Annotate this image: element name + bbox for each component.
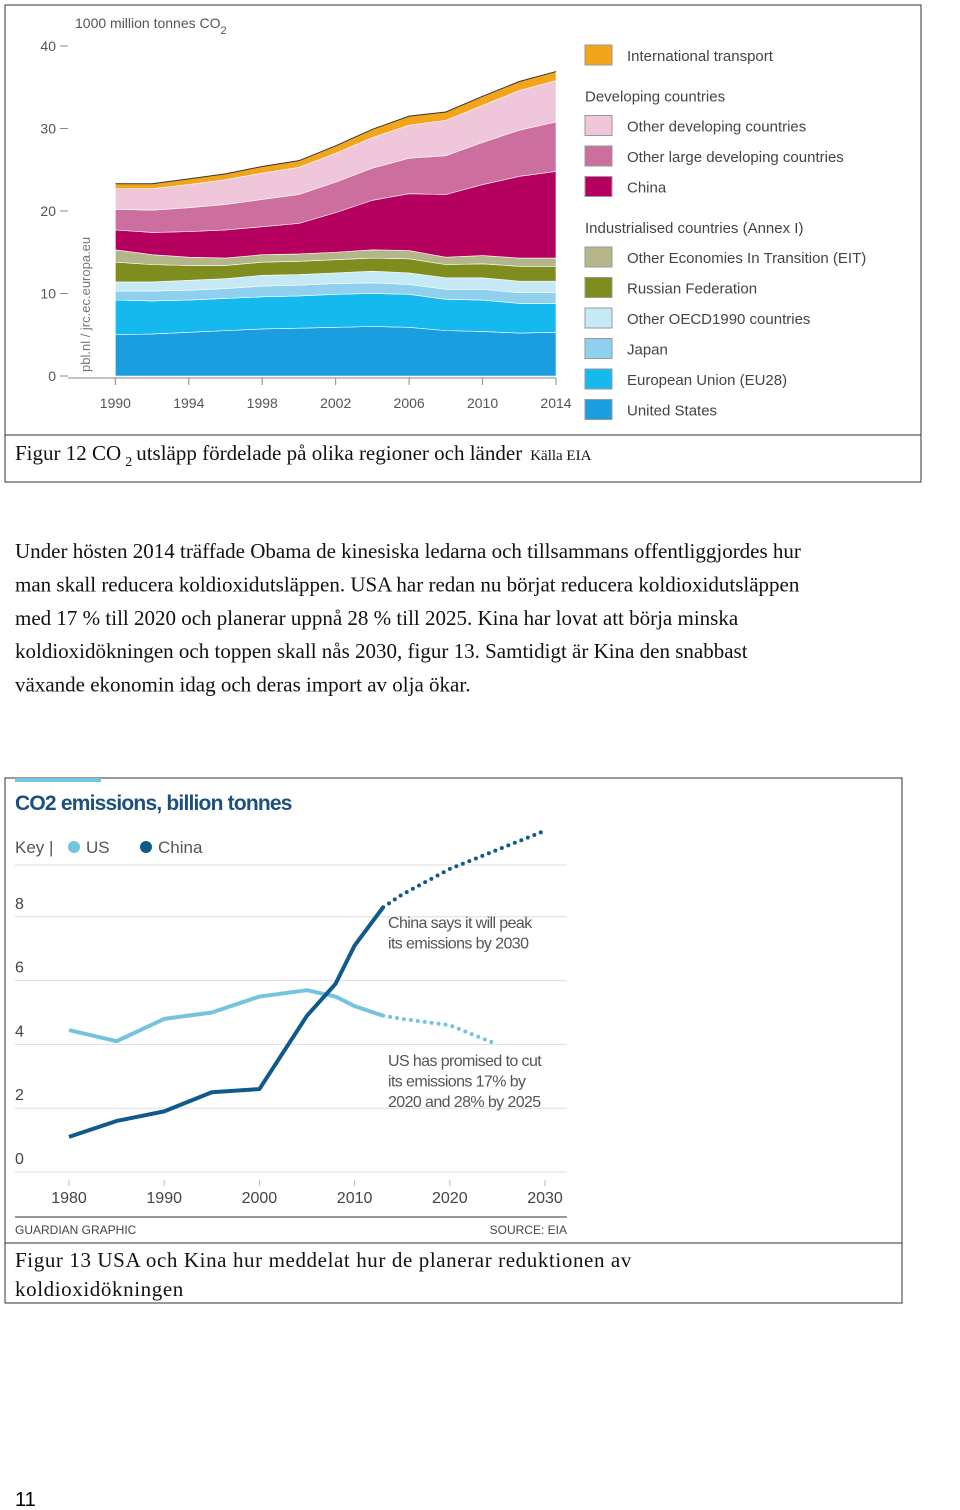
watermark: pbl.nl / jrc.ec.europa.eu xyxy=(78,237,93,372)
y-tick-label: 20 xyxy=(40,203,56,219)
x-tick-label: 2010 xyxy=(337,1190,373,1207)
legend-swatch xyxy=(584,115,613,136)
y-tick-label: 0 xyxy=(15,1151,24,1168)
footer-right: SOURCE: EIA xyxy=(490,1223,567,1237)
legend-key: Key | xyxy=(15,838,53,857)
annotation: China says it will peak xyxy=(388,915,533,932)
x-tick-label: 1990 xyxy=(100,395,131,411)
annotation: 2020 and 28% by 2025 xyxy=(388,1094,541,1111)
chart-title: CO2 emissions, billion tonnes xyxy=(15,792,292,815)
footer-left: GUARDIAN GRAPHIC xyxy=(15,1223,137,1237)
y-tick-label: 2 xyxy=(15,1087,24,1104)
title-bar xyxy=(15,778,101,782)
x-tick-label: 2006 xyxy=(394,395,425,411)
caption-line: koldioxidökningen xyxy=(15,1277,184,1301)
y-tick-label: 6 xyxy=(15,960,24,977)
paragraph-line: man skall reducera koldioxidutsläppen. U… xyxy=(15,572,800,596)
projection-line xyxy=(381,828,547,910)
legend-swatch xyxy=(584,246,613,268)
legend-label: Japan xyxy=(627,342,668,359)
page-number: 11 xyxy=(15,1489,36,1510)
x-tick-label: 1994 xyxy=(173,395,204,411)
legend-marker xyxy=(140,841,152,853)
paragraph-line: koldioxidökningen och toppen skall nås 2… xyxy=(15,639,748,663)
paragraph-line: Under hösten 2014 träffade Obama de kine… xyxy=(15,539,801,563)
legend-swatch xyxy=(584,176,613,197)
legend-label: China xyxy=(158,838,203,857)
chart: CO2 emissions, billion tonnes Key | US Chin… xyxy=(15,778,567,1237)
legend-heading: Developing countries xyxy=(585,89,725,106)
legend-label: Other OECD1990 countries xyxy=(627,311,810,328)
legend-swatch xyxy=(584,277,613,298)
caption-source: Källa EIA xyxy=(530,448,591,464)
paragraph-line: med 17 % till 2020 och planerar uppnå 28… xyxy=(15,606,739,630)
y-tick-label: 0 xyxy=(48,368,56,384)
x-tick-label: 1990 xyxy=(146,1190,182,1207)
area xyxy=(115,326,557,377)
x-tick-label: 2002 xyxy=(320,395,351,411)
legend-swatch xyxy=(584,338,613,359)
legend-heading: Industrialised countries (Annex I) xyxy=(585,220,803,237)
legend-swatch xyxy=(584,368,613,390)
x-tick-label: 2030 xyxy=(527,1190,563,1207)
legend-label: Other Economies In Transition (EIT) xyxy=(627,250,866,267)
x-tick-label: 2020 xyxy=(432,1190,468,1207)
caption-sub: 2 xyxy=(125,455,132,470)
paragraph-line: växande ekonomin idag och deras import a… xyxy=(15,673,470,697)
y-tick-label: 40 xyxy=(40,38,56,54)
y-tick-label: 8 xyxy=(15,896,24,913)
y-axis-label-text: 1000 million tonnes CO xyxy=(75,15,221,31)
caption-text: utsläpp fördelade på olika regioner och … xyxy=(136,441,522,465)
figure-frame xyxy=(4,4,922,483)
legend-swatch xyxy=(584,145,613,167)
legend-label: United States xyxy=(627,403,717,420)
projection-line xyxy=(381,1013,500,1047)
caption-text: Figur 12 CO xyxy=(15,441,121,465)
annotation: its emissions by 2030 xyxy=(388,936,529,953)
caption-line: Figur 13 USA och Kina hur meddelat hur d… xyxy=(15,1248,632,1272)
y-axis-label: 1000 million tonnes CO2 xyxy=(75,15,227,37)
top-outline xyxy=(115,71,557,185)
legend-label: Other large developing countries xyxy=(627,149,844,166)
x-tick-label: 2010 xyxy=(467,395,498,411)
legend-label: Other developing countries xyxy=(627,119,806,136)
legend-label: US xyxy=(86,838,110,857)
x-tick-label: 2014 xyxy=(540,395,571,411)
caption: Figur 12 CO 2 utsläpp fördelade på olika r… xyxy=(15,441,592,470)
annotation: its emissions 17% by xyxy=(388,1074,526,1091)
x-tick-label: 2000 xyxy=(242,1190,278,1207)
x-tick-label: 1998 xyxy=(247,395,278,411)
paragraph: Under hösten 2014 träffade Obama de kine… xyxy=(15,539,801,697)
chart: 0 10 20 30 40 1990 1994 1998 2002 2006 2010 2014 100… xyxy=(40,15,866,420)
x-tick-label: 1980 xyxy=(51,1190,87,1207)
figure-frame xyxy=(4,777,903,1304)
line xyxy=(68,988,384,1044)
annotation: US has promised to cut xyxy=(388,1053,542,1070)
y-axis-label-sub: 2 xyxy=(221,25,227,37)
y-tick-label: 4 xyxy=(15,1023,24,1040)
y-tick-label: 10 xyxy=(40,286,56,302)
legend-label: Russian Federation xyxy=(627,281,757,298)
y-tick-label: 30 xyxy=(40,121,56,137)
legend-label: International transport xyxy=(627,48,774,65)
legend-label: China xyxy=(627,180,667,197)
legend-swatch xyxy=(584,307,613,329)
caption: Figur 13 USA och Kina hur meddelat hur d… xyxy=(15,1248,632,1301)
legend-marker xyxy=(68,841,80,853)
legend-swatch xyxy=(584,44,613,66)
line xyxy=(68,906,385,1139)
legend-label: European Union (EU28) xyxy=(627,372,787,389)
legend-swatch xyxy=(584,399,613,420)
